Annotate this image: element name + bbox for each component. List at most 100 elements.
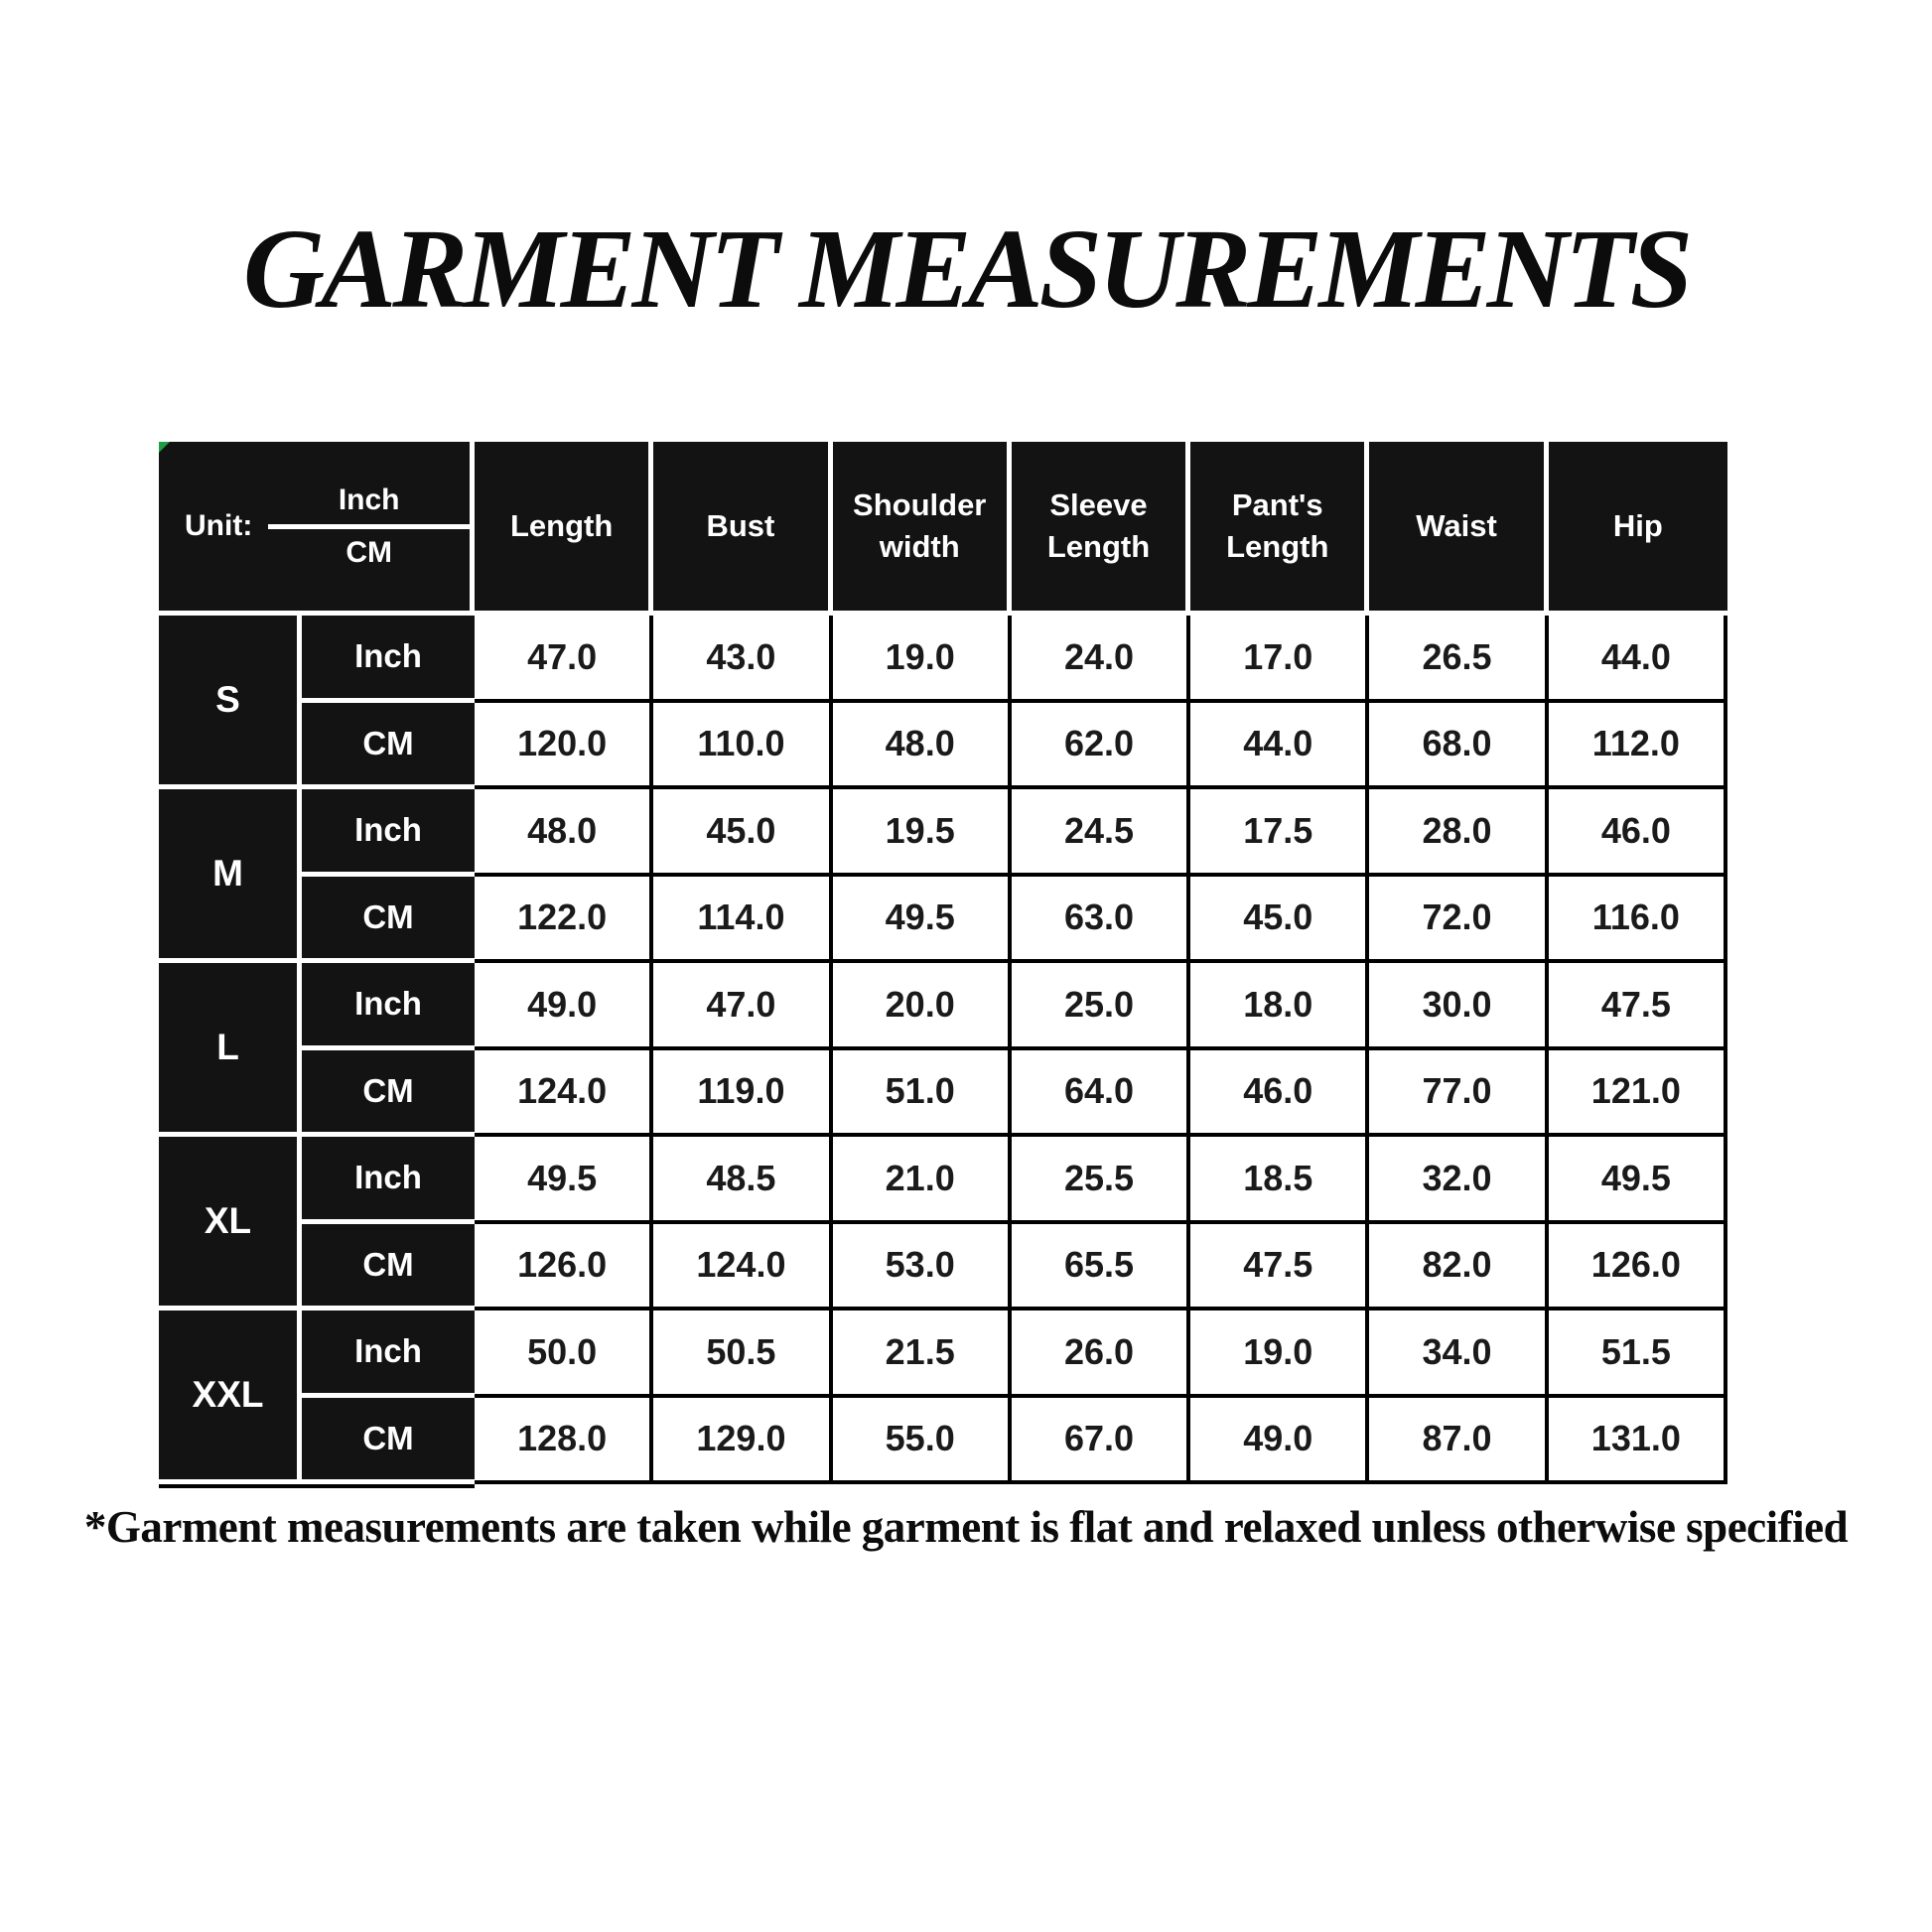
header-cell-hip: Hip	[1548, 442, 1727, 616]
value-cell-m-cm-length: 122.0	[475, 876, 654, 963]
value-cell-l-inch-waist: 30.0	[1369, 963, 1549, 1050]
unit-row-label-m-inch: Inch	[302, 789, 475, 877]
value-cell-xxl-cm-sleeve-length: 67.0	[1011, 1397, 1191, 1484]
value-cell-xxl-cm-waist: 87.0	[1369, 1397, 1549, 1484]
unit-row-label-xl-inch: Inch	[302, 1137, 475, 1224]
value-cell-l-inch-length: 49.0	[475, 963, 654, 1050]
value-cell-xxl-inch-sleeve-length: 26.0	[1011, 1311, 1191, 1398]
value-cell-xxl-cm-shoulder-width: 55.0	[832, 1397, 1012, 1484]
size-cell-xxl: XXL	[159, 1311, 302, 1484]
value-cell-s-inch-waist: 26.5	[1369, 616, 1549, 703]
unit-row-label-xl-cm: CM	[302, 1223, 475, 1311]
value-cell-m-cm-hip: 116.0	[1548, 876, 1727, 963]
garment-table: Unit: Inch CM Length Bust Shoulder width Sleev…	[159, 442, 1727, 1484]
value-cell-l-inch-sleeve-length: 25.0	[1011, 963, 1191, 1050]
value-cell-s-cm-sleeve-length: 62.0	[1011, 702, 1191, 789]
value-cell-s-cm-shoulder-width: 48.0	[832, 702, 1012, 789]
value-cell-m-inch-shoulder-width: 19.5	[832, 789, 1012, 877]
value-cell-m-inch-sleeve-length: 24.5	[1011, 789, 1191, 877]
value-cell-xl-cm-hip: 126.0	[1548, 1223, 1727, 1311]
value-cell-xxl-inch-pant-s-length: 19.0	[1190, 1311, 1370, 1398]
header-cell-sleeve-length: Sleeve Length	[1011, 442, 1191, 616]
value-cell-l-cm-pant-s-length: 46.0	[1190, 1049, 1370, 1137]
value-cell-xl-cm-waist: 82.0	[1369, 1223, 1549, 1311]
value-cell-l-inch-hip: 47.5	[1548, 963, 1727, 1050]
unit-cm-label: CM	[345, 535, 392, 569]
value-cell-m-inch-bust: 45.0	[653, 789, 833, 877]
size-cell-l: L	[159, 963, 302, 1137]
size-cell-s: S	[159, 616, 302, 789]
value-cell-m-cm-bust: 114.0	[653, 876, 833, 963]
value-cell-xxl-inch-bust: 50.5	[653, 1311, 833, 1398]
value-cell-l-cm-waist: 77.0	[1369, 1049, 1549, 1137]
value-cell-l-cm-hip: 121.0	[1548, 1049, 1727, 1137]
unit-inch-label: Inch	[268, 483, 470, 529]
value-cell-xl-inch-shoulder-width: 21.0	[832, 1137, 1012, 1224]
size-cell-xl: XL	[159, 1137, 302, 1311]
value-cell-m-inch-pant-s-length: 17.5	[1190, 789, 1370, 877]
value-cell-s-cm-pant-s-length: 44.0	[1190, 702, 1370, 789]
value-cell-s-cm-hip: 112.0	[1548, 702, 1727, 789]
value-cell-xxl-cm-pant-s-length: 49.0	[1190, 1397, 1370, 1484]
value-cell-xl-inch-hip: 49.5	[1548, 1137, 1727, 1224]
unit-row-label-l-cm: CM	[302, 1049, 475, 1137]
value-cell-l-cm-length: 124.0	[475, 1049, 654, 1137]
value-cell-m-inch-length: 48.0	[475, 789, 654, 877]
size-cell-m: M	[159, 789, 302, 963]
unit-header-cell: Unit: Inch CM	[159, 442, 475, 616]
unit-row-label-xxl-cm: CM	[302, 1397, 475, 1484]
value-cell-s-inch-sleeve-length: 24.0	[1011, 616, 1191, 703]
value-cell-m-inch-waist: 28.0	[1369, 789, 1549, 877]
page-title: GARMENT MEASUREMENTS	[242, 206, 1693, 332]
value-cell-l-cm-shoulder-width: 51.0	[832, 1049, 1012, 1137]
value-cell-xxl-inch-hip: 51.5	[1548, 1311, 1727, 1398]
value-cell-xxl-inch-shoulder-width: 21.5	[832, 1311, 1012, 1398]
value-cell-l-cm-sleeve-length: 64.0	[1011, 1049, 1191, 1137]
header-cell-bust: Bust	[653, 442, 833, 616]
unit-row-label-s-cm: CM	[302, 702, 475, 789]
value-cell-m-cm-waist: 72.0	[1369, 876, 1549, 963]
unit-row-label-l-inch: Inch	[302, 963, 475, 1050]
header-cell-waist: Waist	[1369, 442, 1549, 616]
value-cell-l-inch-bust: 47.0	[653, 963, 833, 1050]
value-cell-xxl-cm-hip: 131.0	[1548, 1397, 1727, 1484]
unit-row-label-m-cm: CM	[302, 876, 475, 963]
value-cell-xl-cm-pant-s-length: 47.5	[1190, 1223, 1370, 1311]
header-cell-length: Length	[475, 442, 654, 616]
value-cell-xxl-inch-waist: 34.0	[1369, 1311, 1549, 1398]
value-cell-s-cm-waist: 68.0	[1369, 702, 1549, 789]
value-cell-l-inch-pant-s-length: 18.0	[1190, 963, 1370, 1050]
value-cell-s-inch-length: 47.0	[475, 616, 654, 703]
value-cell-xl-inch-sleeve-length: 25.5	[1011, 1137, 1191, 1224]
value-cell-s-inch-pant-s-length: 17.0	[1190, 616, 1370, 703]
value-cell-xl-cm-bust: 124.0	[653, 1223, 833, 1311]
header-cell-shoulder-width: Shoulder width	[832, 442, 1012, 616]
value-cell-xl-inch-length: 49.5	[475, 1137, 654, 1224]
value-cell-s-inch-shoulder-width: 19.0	[832, 616, 1012, 703]
header-cell-pant-s-length: Pant's Length	[1190, 442, 1370, 616]
unit-fraction: Inch CM	[268, 483, 470, 570]
value-cell-xl-cm-shoulder-width: 53.0	[832, 1223, 1012, 1311]
value-cell-xl-cm-sleeve-length: 65.5	[1011, 1223, 1191, 1311]
value-cell-s-cm-bust: 110.0	[653, 702, 833, 789]
footnote: *Garment measurements are taken while ga…	[83, 1502, 1849, 1552]
value-cell-xxl-cm-bust: 129.0	[653, 1397, 833, 1484]
value-cell-xxl-cm-length: 128.0	[475, 1397, 654, 1484]
value-cell-m-inch-hip: 46.0	[1548, 789, 1727, 877]
cell-corner-marker	[159, 442, 170, 453]
unit-row-label-s-inch: Inch	[302, 616, 475, 703]
unit-label: Unit:	[185, 509, 253, 542]
value-cell-s-inch-hip: 44.0	[1548, 616, 1727, 703]
value-cell-xxl-inch-length: 50.0	[475, 1311, 654, 1398]
value-cell-s-inch-bust: 43.0	[653, 616, 833, 703]
value-cell-m-cm-sleeve-length: 63.0	[1011, 876, 1191, 963]
value-cell-xl-inch-waist: 32.0	[1369, 1137, 1549, 1224]
value-cell-s-cm-length: 120.0	[475, 702, 654, 789]
value-cell-xl-inch-pant-s-length: 18.5	[1190, 1137, 1370, 1224]
value-cell-xl-cm-length: 126.0	[475, 1223, 654, 1311]
value-cell-m-cm-shoulder-width: 49.5	[832, 876, 1012, 963]
value-cell-xl-inch-bust: 48.5	[653, 1137, 833, 1224]
value-cell-l-cm-bust: 119.0	[653, 1049, 833, 1137]
value-cell-m-cm-pant-s-length: 45.0	[1190, 876, 1370, 963]
